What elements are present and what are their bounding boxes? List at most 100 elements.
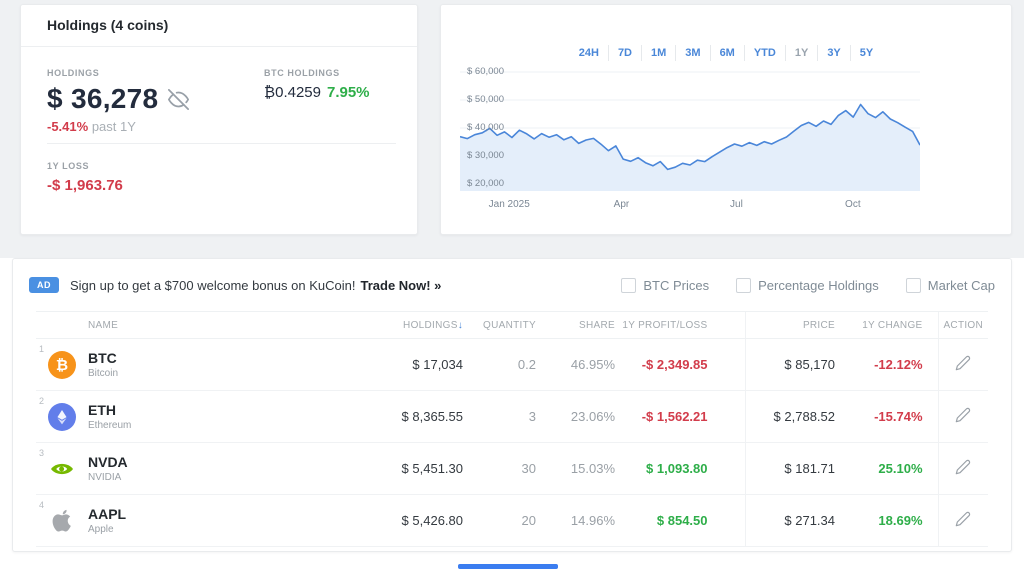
range-5y[interactable]: 5Y: [849, 45, 882, 61]
cell-holdings: $ 17,034: [286, 338, 463, 391]
cell-price: $ 85,170: [744, 338, 835, 391]
coin-symbol: NVDA: [88, 454, 128, 470]
cell-change: 25.10%: [835, 442, 938, 495]
column-header-name[interactable]: NAME: [36, 311, 286, 339]
sort-descending-icon: ↓: [457, 319, 463, 331]
cell-share: 15.03%: [536, 442, 615, 495]
market-cap-checkbox[interactable]: [905, 277, 921, 293]
total-holdings-block: HOLDINGS $ 36,278 -5.41% past 1Y: [47, 68, 391, 134]
row-rank: 4: [39, 500, 45, 510]
cell-change: -12.12%: [835, 338, 938, 391]
ad-banner: AD Sign up to get a $700 welcome bonus o…: [13, 259, 1011, 311]
cell-quantity: 30: [463, 442, 536, 495]
holdings-total-value: $ 36,278: [47, 83, 159, 114]
cell-share: 23.06%: [536, 390, 615, 443]
cell-holdings: $ 8,365.55: [286, 390, 463, 443]
coin-symbol: BTC: [88, 350, 117, 366]
cell-quantity: 0.2: [463, 338, 536, 391]
percentage-holdings-checkbox[interactable]: [736, 277, 752, 293]
range-3y[interactable]: 3Y: [817, 45, 849, 61]
y-axis-tick-label: $ 40,000: [467, 122, 504, 133]
filter-market-cap-label: Market Cap: [927, 277, 995, 293]
coin-symbol: ETH: [88, 402, 116, 418]
holdings-label: HOLDINGS: [47, 68, 100, 78]
table-header-row: NAME HOLDINGS↓ QUANTITY SHARE 1Y PROFIT/…: [36, 311, 988, 339]
column-header-profit-loss[interactable]: 1Y PROFIT/LOSS: [615, 311, 745, 339]
range-3m[interactable]: 3M: [675, 45, 709, 61]
x-axis-tick-label: Jul: [730, 199, 743, 210]
x-axis-tick-label: Apr: [613, 199, 630, 210]
cell-profit-loss: -$ 1,562.21: [615, 390, 745, 443]
apple-icon: [48, 507, 76, 535]
holdings-card-title: Holdings (4 coins): [47, 17, 169, 33]
row-rank: 3: [39, 448, 45, 458]
ad-trade-now-link[interactable]: Trade Now! »: [360, 277, 442, 293]
holdings-card-divider: [47, 143, 396, 144]
table-row-btc[interactable]: 1 ₿ BTC Bitcoin $ 17,034 0.2 46.95% -$ 2…: [36, 338, 988, 391]
x-axis-tick-label: Oct: [845, 199, 861, 210]
column-header-holdings[interactable]: HOLDINGS↓: [286, 311, 463, 339]
edit-holding-button[interactable]: [953, 457, 973, 480]
column-header-quantity[interactable]: QUANTITY: [463, 311, 536, 339]
cell-profit-loss: -$ 2,349.85: [615, 338, 745, 391]
coin-name: NVIDIA: [88, 472, 122, 483]
column-header-share[interactable]: SHARE: [536, 311, 615, 339]
chart-plot-area: [460, 71, 920, 191]
column-header-action: ACTION: [937, 311, 988, 339]
eye-off-icon[interactable]: [168, 88, 190, 110]
range-24h[interactable]: 24H: [578, 47, 599, 59]
range-6m[interactable]: 6M: [709, 45, 744, 61]
range-7d[interactable]: 7D: [607, 45, 641, 61]
cell-profit-loss: $ 1,093.80: [615, 442, 745, 495]
portfolio-table-card: AD Sign up to get a $700 welcome bonus o…: [12, 258, 1012, 552]
column-header-price[interactable]: PRICE: [744, 311, 835, 339]
holdings-table: NAME HOLDINGS↓ QUANTITY SHARE 1Y PROFIT/…: [36, 311, 988, 547]
filter-btc-prices-label: BTC Prices: [643, 277, 710, 293]
table-row-nvda[interactable]: 3 NVDA NVIDIA $ 5,451.30 30 15.03% $ 1,0…: [36, 442, 988, 495]
bottom-scrollbar-thumb[interactable]: [458, 564, 558, 569]
range-ytd[interactable]: YTD: [743, 45, 785, 61]
ad-badge: AD: [29, 277, 59, 293]
range-1y[interactable]: 1Y: [784, 45, 817, 61]
holdings-change-period: past 1Y: [91, 119, 136, 134]
column-header-change[interactable]: 1Y CHANGE: [835, 311, 938, 339]
edit-holding-button[interactable]: [953, 509, 973, 532]
btc-icon: ₿: [48, 351, 76, 379]
pencil-icon: [955, 355, 971, 371]
cell-holdings: $ 5,451.30: [286, 442, 463, 495]
time-range-selector: 24H 7D 1M 3M 6M YTD 1Y 3Y 5Y: [441, 45, 1011, 61]
filter-percentage-holdings[interactable]: Percentage Holdings: [736, 277, 879, 293]
row-rank: 1: [39, 344, 45, 354]
filter-market-cap[interactable]: Market Cap: [905, 277, 995, 293]
range-1m[interactable]: 1M: [641, 45, 675, 61]
btc-holdings-value: ₿0.4259: [264, 84, 321, 101]
coin-symbol: AAPL: [88, 506, 127, 522]
ad-text: Sign up to get a $700 welcome bonus on K…: [70, 277, 356, 293]
x-axis-tick-label: Jan 2025: [488, 199, 530, 210]
table-row-eth[interactable]: 2 ETH Ethereum $ 8,365.55 3 23.06% -$ 1,…: [36, 390, 988, 443]
portfolio-area-chart: $ 60,000 $ 50,000 $ 40,000 $ 30,000 $ 20,000…: [460, 59, 920, 211]
nvidia-icon: [48, 455, 76, 483]
pencil-icon: [955, 407, 971, 423]
cell-price: $ 181.71: [744, 442, 835, 495]
loss-label: 1Y LOSS: [47, 161, 90, 171]
holdings-summary-card: Holdings (4 coins) HOLDINGS $ 36,278 -5.…: [20, 4, 418, 235]
pencil-icon: [955, 511, 971, 527]
cell-change: -15.74%: [835, 390, 938, 443]
btc-prices-checkbox[interactable]: [621, 277, 637, 293]
y-axis-tick-label: $ 20,000: [467, 178, 504, 189]
cell-change: 18.69%: [835, 494, 938, 547]
coin-name: Apple: [88, 524, 114, 535]
table-row-aapl[interactable]: 4 AAPL Apple $ 5,426.80 20 14.96% $ 854.…: [36, 494, 988, 547]
pencil-icon: [955, 459, 971, 475]
row-rank: 2: [39, 396, 45, 406]
cell-profit-loss: $ 854.50: [615, 494, 745, 547]
edit-holding-button[interactable]: [953, 405, 973, 428]
edit-holding-button[interactable]: [953, 353, 973, 376]
cell-share: 46.95%: [536, 338, 615, 391]
yearly-loss-block: 1Y LOSS -$ 1,963.76: [47, 161, 123, 194]
cell-price: $ 2,788.52: [744, 390, 835, 443]
filter-btc-prices[interactable]: BTC Prices: [621, 277, 710, 293]
cell-share: 14.96%: [536, 494, 615, 547]
cell-quantity: 3: [463, 390, 536, 443]
